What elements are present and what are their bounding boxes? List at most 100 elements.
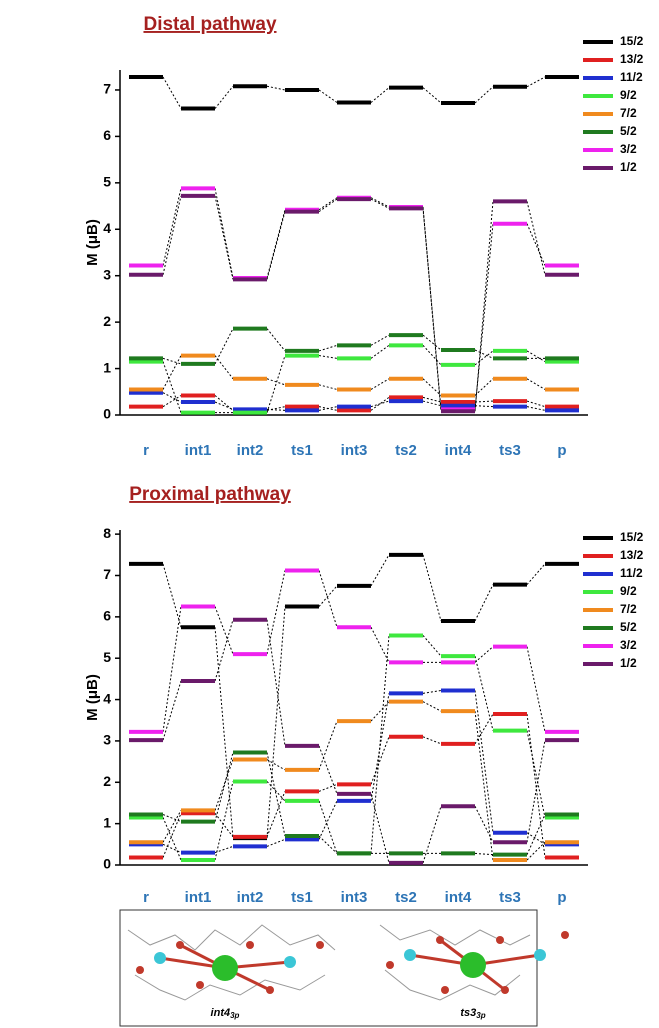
connector bbox=[319, 586, 337, 607]
x-tick-label: int4 bbox=[445, 442, 472, 459]
x-tick-label: ts3 bbox=[499, 442, 521, 459]
connector bbox=[267, 379, 285, 385]
connector bbox=[527, 77, 545, 87]
connector bbox=[163, 817, 181, 860]
connector bbox=[527, 740, 545, 842]
charts: Distal pathwayM (μB)01234567rint1int2ts1… bbox=[84, 14, 644, 906]
y-tick-label: 3 bbox=[103, 732, 111, 748]
x-tick-label: int2 bbox=[237, 889, 264, 906]
connector bbox=[527, 351, 545, 362]
connector bbox=[371, 693, 389, 801]
connector bbox=[527, 201, 545, 274]
connector bbox=[423, 635, 441, 656]
chart-title: Proximal pathway bbox=[129, 484, 291, 505]
y-tick-label: 2 bbox=[103, 773, 111, 789]
connector bbox=[163, 188, 181, 265]
connector bbox=[371, 702, 389, 721]
connector bbox=[163, 815, 181, 822]
x-tick-label: r bbox=[143, 889, 149, 906]
connector bbox=[371, 401, 389, 407]
connector bbox=[215, 188, 233, 278]
connector bbox=[423, 702, 441, 712]
y-tick-label: 0 bbox=[103, 856, 111, 872]
x-tick-label: int3 bbox=[341, 889, 368, 906]
y-tick-label: 8 bbox=[103, 525, 111, 541]
y-tick-label: 0 bbox=[103, 406, 111, 422]
connector bbox=[267, 329, 285, 351]
x-tick-label: int1 bbox=[185, 889, 212, 906]
connector bbox=[423, 806, 441, 863]
y-axis-label: M (μB) bbox=[84, 674, 101, 721]
connector bbox=[475, 350, 493, 358]
legend-label: 13/2 bbox=[620, 548, 644, 562]
page: Distal pathwayM (μB)01234567rint1int2ts1… bbox=[0, 0, 659, 1028]
legend-label: 9/2 bbox=[620, 88, 637, 102]
legend-label: 1/2 bbox=[620, 160, 637, 174]
legend-label: 11/2 bbox=[620, 70, 643, 84]
connector bbox=[527, 647, 545, 732]
legend-label: 9/2 bbox=[620, 584, 637, 598]
connector bbox=[163, 844, 181, 852]
connector bbox=[267, 409, 285, 410]
connector bbox=[527, 224, 545, 266]
connector bbox=[423, 208, 441, 411]
connector bbox=[371, 379, 389, 390]
connector bbox=[371, 198, 389, 207]
connector bbox=[163, 196, 181, 275]
connector bbox=[423, 88, 441, 103]
structure-image: int43p ts33p bbox=[120, 910, 569, 1026]
connector bbox=[319, 571, 337, 628]
caption-label: int4 bbox=[211, 1007, 231, 1019]
legend-label: 3/2 bbox=[620, 638, 637, 652]
connector bbox=[267, 753, 285, 837]
connector bbox=[215, 627, 233, 838]
x-tick-label: int2 bbox=[237, 442, 264, 459]
connector bbox=[423, 335, 441, 350]
connector bbox=[319, 801, 337, 854]
connector bbox=[319, 385, 337, 390]
y-tick-label: 3 bbox=[103, 266, 111, 282]
connector bbox=[423, 401, 441, 406]
connector bbox=[371, 199, 389, 208]
connector bbox=[371, 794, 389, 863]
chart-title: Distal pathway bbox=[143, 14, 276, 35]
connector bbox=[475, 351, 493, 365]
caption-subscript: 3p bbox=[230, 1011, 239, 1020]
x-tick-label: int4 bbox=[445, 889, 472, 906]
connector bbox=[371, 555, 389, 586]
y-tick-label: 1 bbox=[103, 359, 111, 375]
connector bbox=[319, 721, 337, 770]
connector bbox=[423, 555, 441, 621]
connector bbox=[475, 585, 493, 621]
legend-label: 5/2 bbox=[620, 620, 637, 634]
y-tick-label: 6 bbox=[103, 127, 111, 143]
connector bbox=[371, 88, 389, 103]
y-tick-label: 7 bbox=[103, 81, 111, 97]
y-tick-label: 1 bbox=[103, 814, 111, 830]
connector bbox=[215, 813, 233, 837]
connector bbox=[371, 345, 389, 358]
x-tick-label: r bbox=[143, 442, 149, 459]
y-tick-label: 5 bbox=[103, 649, 111, 665]
connector bbox=[527, 731, 545, 818]
connector bbox=[527, 564, 545, 585]
legend-label: 13/2 bbox=[620, 52, 644, 66]
connector bbox=[267, 839, 285, 846]
connector bbox=[215, 196, 233, 280]
connector bbox=[423, 690, 441, 693]
connector bbox=[163, 564, 181, 627]
connector bbox=[475, 406, 493, 407]
x-tick-label: p bbox=[557, 889, 566, 906]
connector bbox=[371, 635, 389, 853]
connector bbox=[527, 842, 545, 860]
connector bbox=[475, 87, 493, 103]
connector bbox=[215, 402, 233, 409]
connector bbox=[319, 199, 337, 212]
connector bbox=[319, 801, 337, 839]
connector bbox=[319, 90, 337, 103]
connector bbox=[371, 627, 389, 662]
connector bbox=[319, 356, 337, 359]
connector bbox=[527, 401, 545, 407]
x-tick-label: ts2 bbox=[395, 889, 417, 906]
legend-label: 15/2 bbox=[620, 34, 644, 48]
